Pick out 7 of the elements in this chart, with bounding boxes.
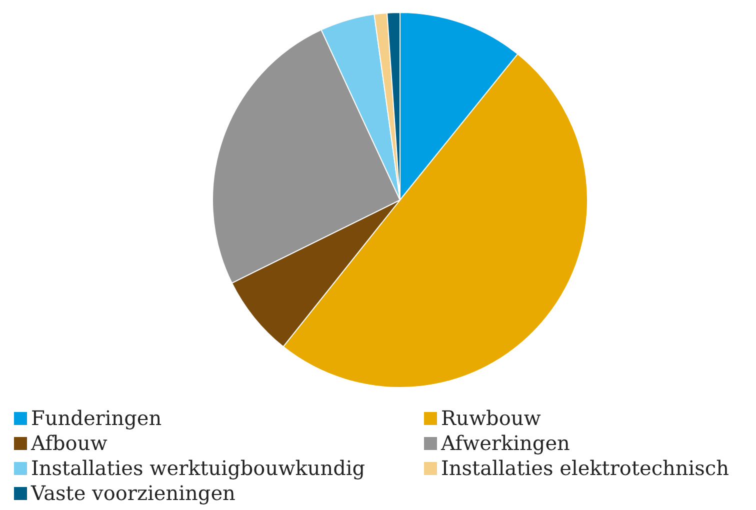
legend-label: Afwerkingen	[441, 431, 570, 455]
legend-label: Installaties elektrotechnisch	[441, 456, 730, 480]
legend-label: Afbouw	[31, 431, 108, 455]
legend-label: Vaste voorzieningen	[31, 481, 236, 505]
legend-label: Funderingen	[31, 406, 162, 430]
legend-label: Installaties werktuigbouwkundig	[31, 456, 366, 480]
legend-label: Ruwbouw	[441, 406, 541, 430]
